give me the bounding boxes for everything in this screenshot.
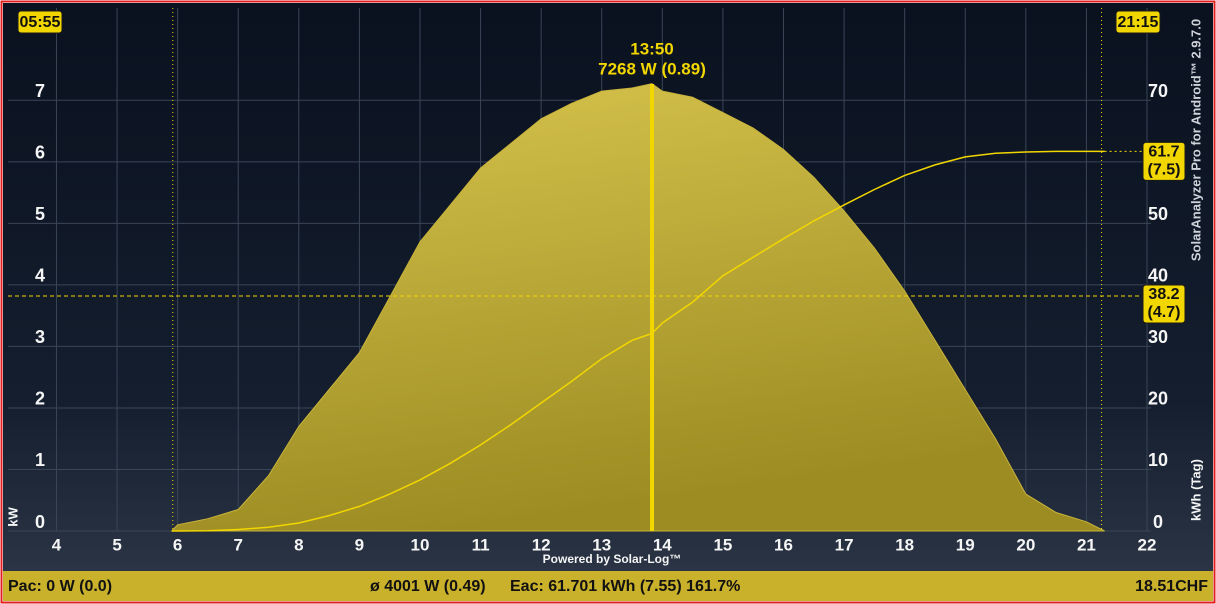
cursor-time: 13:50 [630, 39, 673, 58]
y-tick-label: 3 [35, 327, 45, 347]
y-tick-label: 2 [35, 389, 45, 409]
footer-text: Eac: 61.701 kWh (7.55) 161.7% [510, 578, 740, 595]
y-tick-label: 0 [35, 512, 45, 532]
reference-label: 38.2 [1148, 286, 1179, 303]
y-tick-label: 6 [35, 143, 45, 163]
footer-text: ø 4001 W (0.49) [370, 578, 486, 595]
y-axis-label: kW [5, 507, 20, 527]
end-label: 21:15 [1118, 14, 1159, 31]
x-tick-label: 7 [233, 535, 242, 554]
x-tick-label: 20 [1016, 535, 1035, 554]
energy-line [171, 150, 1105, 532]
x-tick-label: 13 [592, 535, 611, 554]
y-tick-label: 1 [35, 450, 45, 470]
y2-tick-label: 50 [1148, 204, 1168, 224]
y2-tick-label: 20 [1148, 389, 1168, 409]
y2-tick-label: 10 [1148, 450, 1168, 470]
watermark: SolarAnalyzer Pro for Android™ 2.9.7.0 [1188, 19, 1203, 261]
x-tick-label: 11 [472, 535, 490, 554]
y-tick-label: 5 [35, 204, 45, 224]
x-tick-label: 18 [895, 535, 914, 554]
footer-bar [3, 571, 1213, 601]
x-tick-label: 4 [52, 535, 62, 554]
footer-text: 18.51CHF [1135, 578, 1208, 595]
x-tick-label: 17 [835, 535, 854, 554]
energy-label: (7.5) [1148, 162, 1181, 179]
y2-axis-label: kWh (Tag) [1188, 459, 1203, 521]
y2-tick-label: 0 [1153, 512, 1163, 532]
x-tick-label: 16 [774, 535, 793, 554]
credit: Powered by Solar-Log™ [543, 552, 682, 566]
y2-tick-label: 70 [1148, 81, 1168, 101]
power-area [171, 83, 1105, 532]
x-tick-label: 9 [355, 535, 364, 554]
x-tick-label: 19 [956, 535, 975, 554]
y-tick-label: 4 [35, 266, 45, 286]
x-tick-label: 8 [294, 535, 303, 554]
y2-tick-label: 30 [1148, 327, 1168, 347]
energy-badge [1142, 141, 1186, 181]
y-tick-label: 7 [35, 81, 45, 101]
energy-label: 61.7 [1148, 144, 1179, 161]
x-tick-label: 22 [1138, 535, 1157, 554]
start-badge [17, 10, 63, 34]
y2-tick-label: 40 [1148, 266, 1168, 286]
footer-text: Pac: 0 W (0.0) [8, 578, 112, 595]
x-tick-label: 14 [653, 535, 672, 554]
x-tick-label: 10 [411, 535, 430, 554]
x-tick-label: 15 [713, 535, 732, 554]
reference-badge [1142, 284, 1186, 324]
start-label: 05:55 [20, 14, 61, 31]
cursor-reading: 7268 W (0.89) [598, 59, 706, 78]
end-badge [1115, 10, 1161, 34]
x-tick-label: 12 [532, 535, 551, 554]
x-tick-label: 5 [112, 535, 121, 554]
x-tick-label: 21 [1077, 535, 1096, 554]
reference-label: (4.7) [1148, 304, 1181, 321]
x-tick-label: 6 [173, 535, 182, 554]
